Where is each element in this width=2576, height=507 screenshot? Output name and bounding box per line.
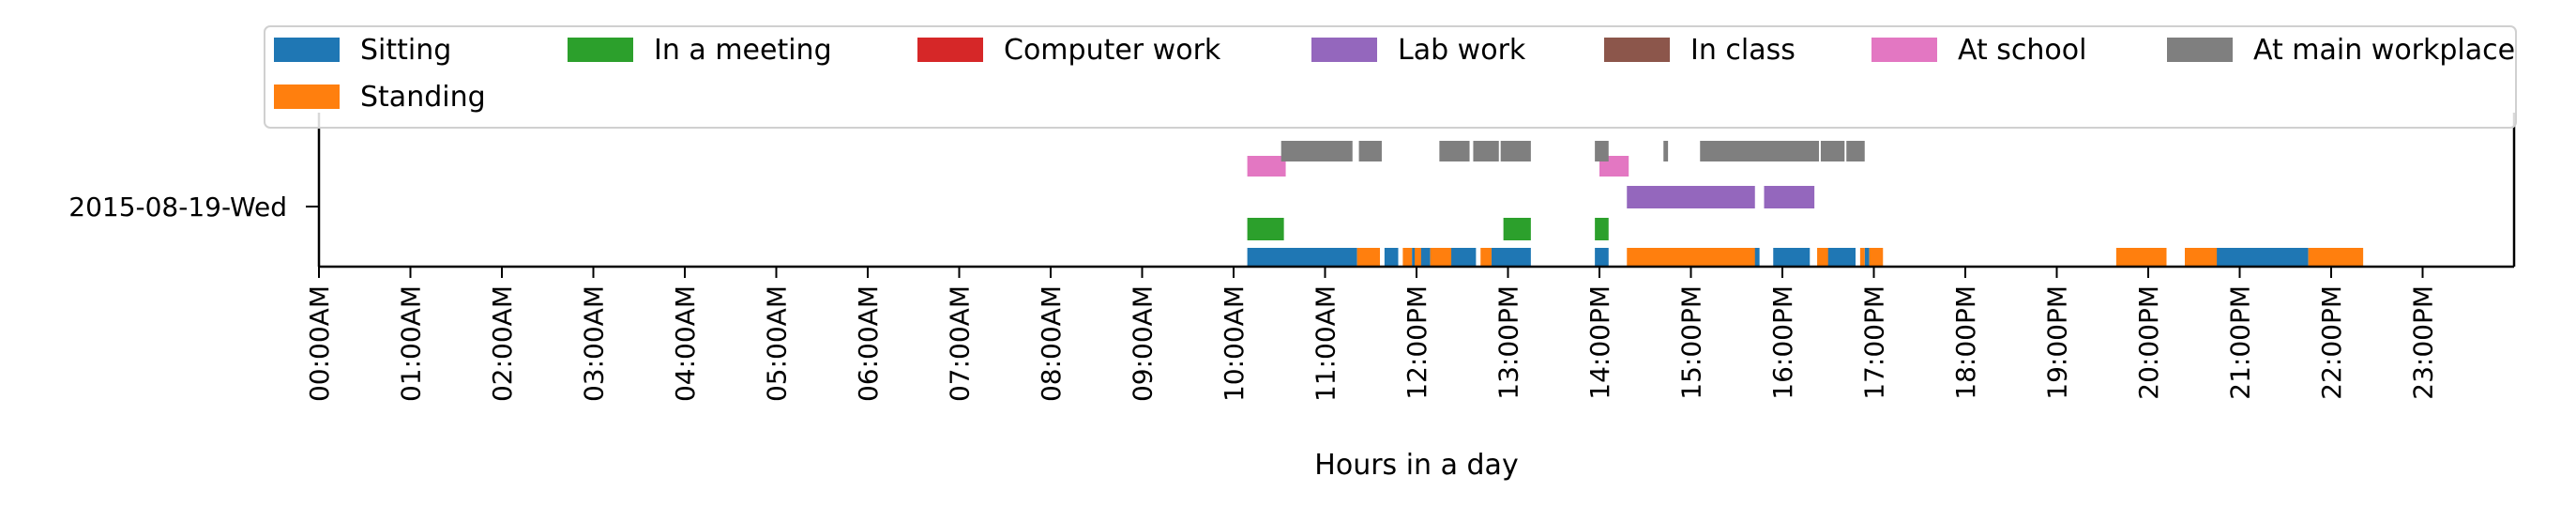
bar-in-a-meeting-2 (1595, 218, 1609, 240)
legend: Sitting In a meeting Computer work Lab work… (264, 25, 2517, 129)
legend-label-in-a-meeting: In a meeting (654, 34, 832, 67)
x-tick-label: 21:00PM (2225, 285, 2256, 400)
bar-standing-1 (1402, 248, 1413, 267)
legend-swatch-at-school (1871, 38, 1937, 62)
legend-label-lab-work: Lab work (1398, 34, 1526, 67)
x-tick-label: 00:00AM (304, 285, 335, 402)
x-tick-label: 06:00AM (853, 285, 884, 402)
bar-standing-11 (2308, 248, 2364, 267)
x-tick-label: 05:00AM (762, 285, 793, 402)
legend-swatch-computer-work (917, 38, 983, 62)
bar-at-main-workplace-9 (1846, 141, 1865, 161)
bar-at-main-workplace-5 (1595, 141, 1609, 161)
legend-swatch-at-main-workplace (2167, 38, 2233, 62)
x-tick-label: 09:00AM (1128, 285, 1159, 402)
x-tick-label: 22:00PM (2316, 285, 2347, 400)
legend-swatch-in-class (1604, 38, 1670, 62)
bar-sitting-5 (1595, 248, 1609, 267)
x-tick-label: 12:00PM (1402, 285, 1432, 400)
bar-standing-8 (1869, 248, 1884, 267)
legend-label-sitting: Sitting (360, 34, 451, 67)
bar-sitting-8 (1823, 248, 1856, 267)
x-tick-label: 15:00PM (1676, 285, 1707, 400)
bar-sitting-3 (1448, 248, 1477, 267)
x-tick-label: 13:00PM (1493, 285, 1524, 400)
x-tick-label: 10:00AM (1219, 285, 1250, 402)
bar-at-main-workplace-7 (1700, 141, 1819, 161)
bar-at-school-0 (1247, 156, 1286, 177)
x-tick-label: 02:00AM (487, 285, 518, 402)
legend-swatch-lab-work (1311, 38, 1377, 62)
bar-standing-6 (1817, 248, 1828, 267)
bar-lab-work-1 (1764, 186, 1815, 208)
x-tick-label: 04:00AM (670, 285, 701, 402)
x-tick-label: 19:00PM (2042, 285, 2073, 400)
bar-standing-2 (1415, 248, 1421, 267)
legend-label-computer-work: Computer work (1004, 34, 1221, 67)
bar-standing-0 (1356, 248, 1380, 267)
bar-standing-3 (1430, 248, 1452, 267)
legend-label-at-main-workplace: At main workplace (2253, 34, 2515, 67)
bar-standing-7 (1859, 248, 1865, 267)
x-tick-label: 03:00AM (579, 285, 610, 402)
bar-at-main-workplace-6 (1663, 141, 1669, 161)
x-tick-label: 20:00PM (2133, 285, 2164, 400)
bar-sitting-1 (1384, 248, 1399, 267)
bar-in-a-meeting-0 (1247, 218, 1284, 240)
legend-frame (264, 25, 2517, 129)
bar-at-main-workplace-2 (1439, 141, 1470, 161)
legend-label-in-class: In class (1690, 34, 1796, 67)
x-ticks: 00:00AM 01:00AM 02:00AM 03:00AM 04:00AM 05:00… (304, 267, 2439, 402)
bar-sitting-0 (1247, 248, 1357, 267)
bar-lab-work-0 (1627, 186, 1755, 208)
bar-sitting-9 (1864, 248, 1870, 267)
x-tick-label: 14:00PM (1584, 285, 1615, 400)
legend-swatch-standing (274, 84, 340, 109)
x-tick-label: 16:00PM (1767, 285, 1798, 400)
x-tick-label: 23:00PM (2408, 285, 2439, 400)
legend-label-at-school: At school (1958, 34, 2086, 67)
x-tick-label: 11:00AM (1311, 285, 1341, 402)
axes: 2015-08-19-Wed (68, 113, 2516, 269)
legend-swatch-in-a-meeting (568, 38, 633, 62)
x-axis-label: Hours in a day (1314, 449, 1518, 482)
bar-standing-5 (1627, 248, 1755, 267)
x-tick-label: 18:00PM (1950, 285, 1981, 400)
bar-at-main-workplace-0 (1280, 141, 1353, 161)
y-tick-label: 2015-08-19-Wed (68, 192, 287, 223)
bar-at-main-workplace-8 (1820, 141, 1845, 161)
bar-standing-10 (2185, 248, 2218, 267)
bar-standing-4 (1480, 248, 1492, 267)
bar-in-a-meeting-1 (1503, 218, 1531, 240)
bar-sitting-4 (1491, 248, 1531, 267)
bar-at-main-workplace-3 (1473, 141, 1499, 161)
activity-bars (1247, 141, 2364, 267)
legend-swatch-sitting (274, 38, 340, 62)
bar-at-main-workplace-4 (1500, 141, 1531, 161)
bar-sitting-7 (1773, 248, 1811, 267)
bar-standing-9 (2115, 248, 2167, 267)
x-tick-label: 01:00AM (396, 285, 427, 402)
x-tick-label: 07:00AM (945, 285, 976, 402)
x-tick-label: 17:00PM (1859, 285, 1890, 400)
x-tick-label: 08:00AM (1036, 285, 1067, 402)
bar-sitting-10 (2212, 248, 2309, 267)
bar-at-main-workplace-1 (1358, 141, 1382, 161)
legend-label-standing: Standing (360, 81, 486, 114)
